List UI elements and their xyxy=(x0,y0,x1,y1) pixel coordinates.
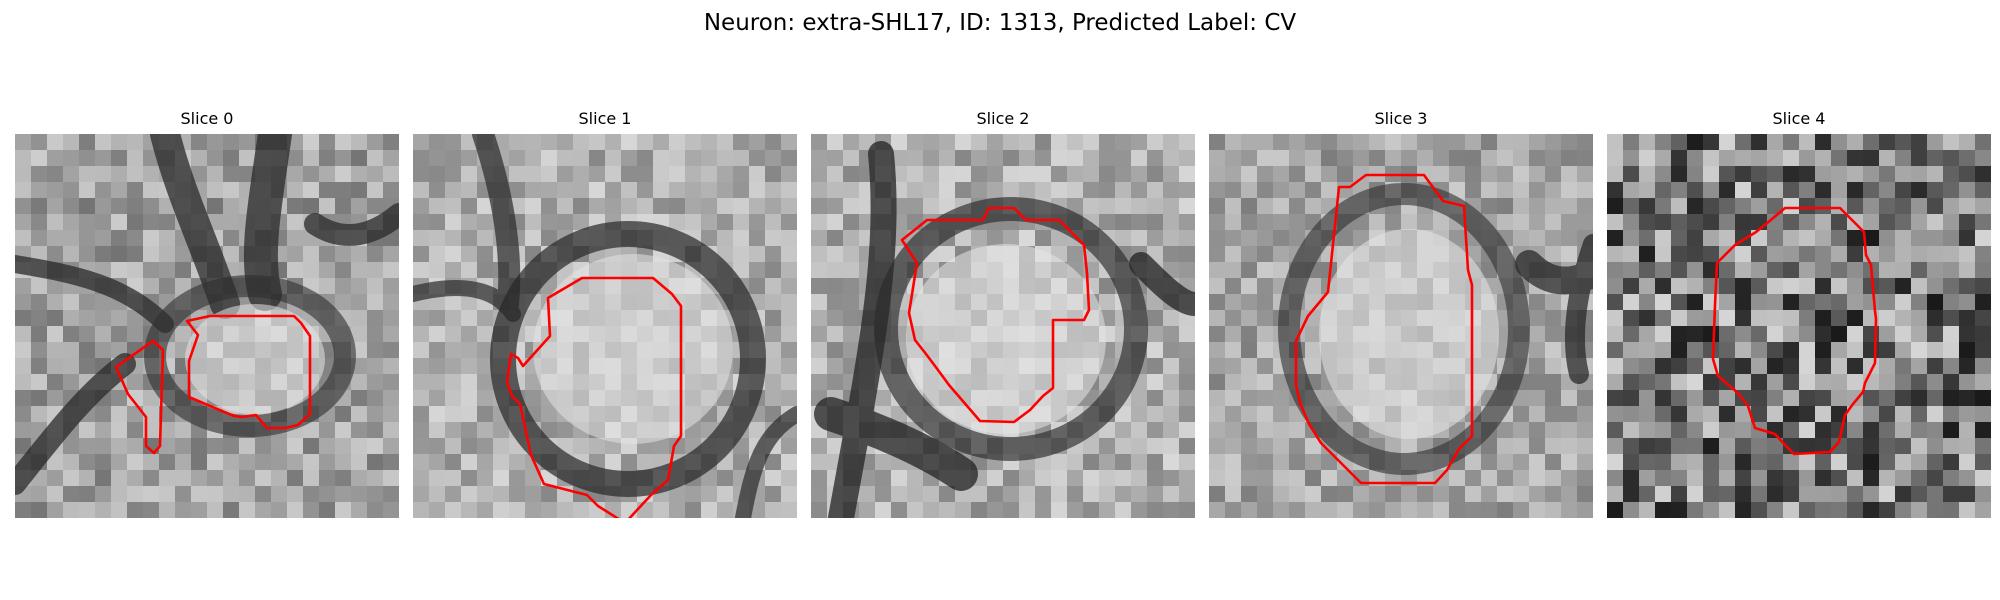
slice-title: Slice 3 xyxy=(1374,109,1428,128)
dark-membranes xyxy=(15,134,399,495)
slice-title: Slice 2 xyxy=(976,109,1030,128)
cell-contour xyxy=(1294,173,1474,485)
slice-title: Slice 0 xyxy=(180,109,234,128)
cell-ring xyxy=(490,221,766,497)
cell-interior xyxy=(906,244,1106,434)
slice-title: Slice 1 xyxy=(578,109,632,128)
cell-ring xyxy=(144,275,356,437)
cell-interior xyxy=(533,254,733,444)
slice-title: Slice 4 xyxy=(1772,109,1826,128)
slice-image xyxy=(811,134,1195,518)
cell-interior xyxy=(185,304,325,414)
cell-contour xyxy=(900,206,1091,424)
cell-interior xyxy=(1319,229,1499,439)
grayscale-pixels xyxy=(1607,134,1991,518)
dark-membranes xyxy=(1515,234,1593,384)
cell-contour xyxy=(505,276,683,518)
slice-image xyxy=(1607,134,1991,518)
figure-title: Neuron: extra-SHL17, ID: 1313, Predicted… xyxy=(703,10,1297,36)
cell-contour xyxy=(114,339,165,455)
cell-contour xyxy=(185,314,312,430)
slice-image xyxy=(15,134,399,518)
cell-contour xyxy=(1711,206,1878,456)
slice-image xyxy=(1209,134,1593,518)
cell-ring xyxy=(1278,183,1530,475)
slice-image xyxy=(413,134,797,518)
